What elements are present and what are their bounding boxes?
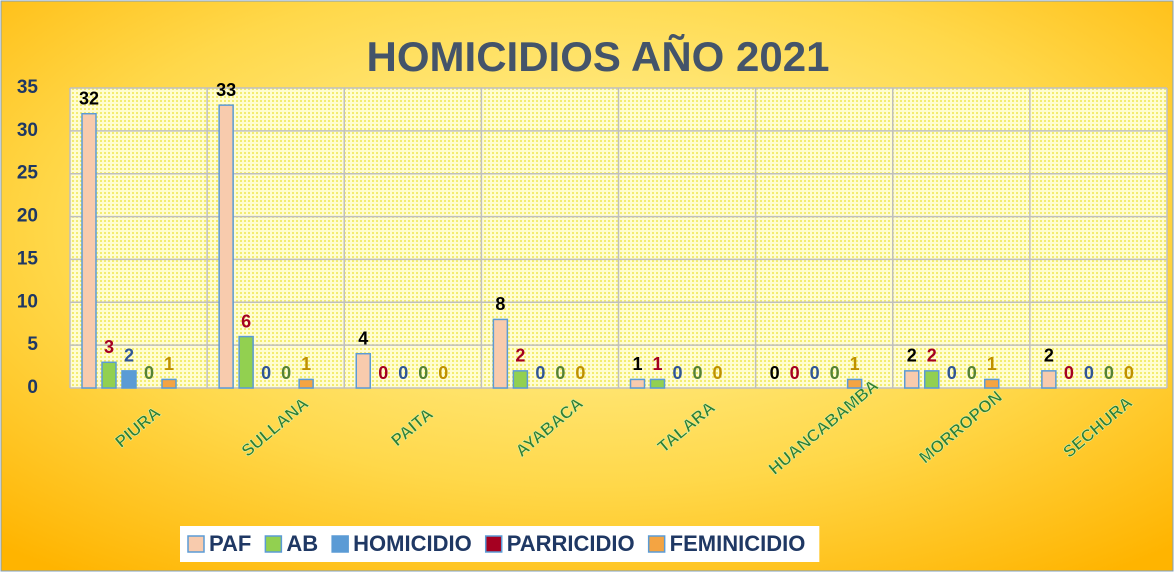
data-label: 0 — [1104, 363, 1114, 383]
data-label: 8 — [495, 294, 505, 314]
bar — [161, 378, 177, 389]
bar — [121, 370, 137, 389]
y-tick-label: 25 — [17, 163, 39, 184]
chart-title: HOMICIDIOS AÑO 2021 — [367, 33, 830, 80]
data-label: 3 — [104, 337, 114, 357]
data-label: 0 — [712, 363, 722, 383]
bar — [238, 335, 254, 389]
y-tick-label: 15 — [17, 248, 39, 269]
data-label: 0 — [830, 363, 840, 383]
bar — [924, 370, 940, 389]
bar — [1041, 370, 1057, 389]
bar — [355, 352, 371, 389]
y-tick-label: 10 — [17, 291, 38, 312]
data-label: 6 — [241, 311, 251, 331]
data-label: 2 — [515, 346, 525, 366]
y-tick-label: 0 — [27, 377, 38, 398]
bar — [492, 318, 509, 389]
data-label: 2 — [907, 346, 917, 366]
y-tick-label: 30 — [17, 120, 38, 141]
legend-label: FEMINICIDIO — [670, 531, 806, 556]
data-label: 0 — [144, 363, 154, 383]
data-label: 1 — [301, 354, 311, 374]
data-label: 0 — [418, 363, 428, 383]
data-label: 32 — [79, 88, 99, 108]
data-label: 0 — [947, 363, 957, 383]
bar — [629, 378, 646, 389]
legend-label: PAF — [209, 531, 251, 556]
data-label: 0 — [378, 363, 388, 383]
data-label: 0 — [575, 363, 585, 383]
bar — [101, 361, 117, 389]
data-label: 1 — [164, 354, 174, 374]
data-label: 0 — [1084, 363, 1094, 383]
legend-label: HOMICIDIO — [353, 531, 472, 556]
bar — [904, 370, 920, 389]
legend-label: PARRICIDIO — [507, 531, 635, 556]
data-label: 2 — [124, 346, 134, 366]
data-label: 0 — [967, 363, 977, 383]
data-label: 1 — [987, 354, 997, 374]
data-label: 0 — [555, 363, 565, 383]
data-label: 0 — [692, 363, 702, 383]
legend-label: AB — [286, 531, 318, 556]
data-label: 1 — [632, 354, 642, 374]
data-label: 0 — [1124, 363, 1134, 383]
data-label: 4 — [358, 328, 368, 348]
data-label: 0 — [261, 363, 271, 383]
data-label: 0 — [770, 363, 780, 383]
data-label: 0 — [810, 363, 820, 383]
y-tick-label: 35 — [17, 77, 39, 98]
data-label: 2 — [1044, 346, 1054, 366]
legend: PAF AB HOMICIDIO PARRICIDIO FEMINICIDIO — [180, 526, 820, 562]
legend-marker — [187, 535, 205, 553]
legend-marker — [647, 535, 666, 553]
data-label: 33 — [216, 80, 236, 100]
legend-marker — [264, 535, 283, 553]
legend-marker — [331, 535, 349, 553]
bar — [298, 378, 314, 389]
data-label: 0 — [1064, 363, 1074, 383]
data-label: 0 — [672, 363, 682, 383]
bar — [512, 370, 529, 389]
data-label: 1 — [652, 354, 662, 374]
legend-marker — [484, 535, 503, 553]
bar — [81, 112, 97, 389]
bar — [649, 378, 666, 389]
y-tick-label: 5 — [27, 334, 38, 355]
data-label: 0 — [438, 363, 448, 383]
data-label: 1 — [850, 354, 860, 374]
bar — [984, 378, 1000, 389]
y-tick-label: 20 — [17, 206, 38, 227]
data-label: 2 — [927, 346, 937, 366]
data-label: 0 — [398, 363, 408, 383]
data-label: 0 — [790, 363, 800, 383]
bar — [846, 378, 863, 389]
data-label: 0 — [281, 363, 291, 383]
data-label: 0 — [535, 363, 545, 383]
bar — [218, 104, 234, 389]
